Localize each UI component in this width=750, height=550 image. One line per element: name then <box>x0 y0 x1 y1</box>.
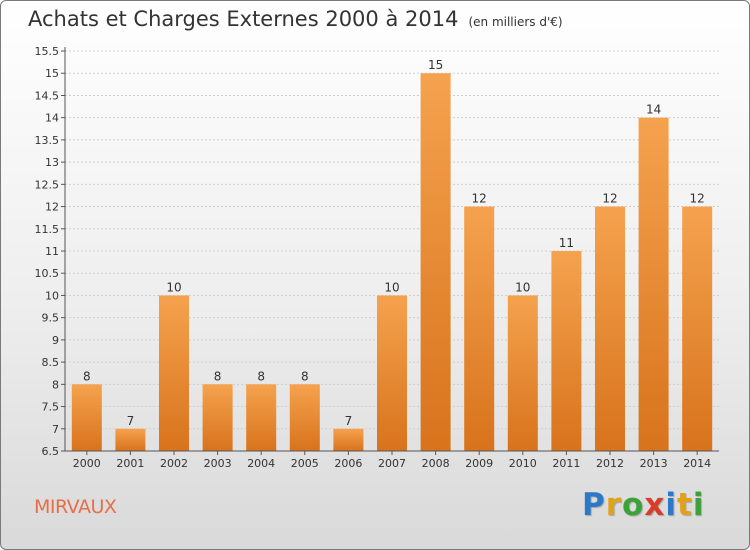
bar <box>71 384 102 451</box>
logo-letter: i <box>665 487 677 523</box>
y-tick-label: 12.5 <box>35 178 60 191</box>
bar <box>159 295 189 451</box>
y-tick-label: 11.5 <box>35 223 60 236</box>
logo-letter: x <box>644 487 666 523</box>
x-tick-label: 2004 <box>247 457 275 470</box>
data-label: 10 <box>515 280 530 294</box>
x-tick-label: 2002 <box>160 457 188 470</box>
data-label: 7 <box>127 414 135 428</box>
data-label: 10 <box>384 280 399 294</box>
x-tick-label: 2009 <box>465 457 493 470</box>
data-label: 14 <box>646 103 661 117</box>
proxiti-logo[interactable]: Proxiti <box>582 487 704 523</box>
logo-letter: t <box>676 487 693 523</box>
x-tick-label: 2006 <box>334 457 362 470</box>
y-tick-label: 10 <box>45 289 59 302</box>
y-tick-label: 9 <box>52 334 59 347</box>
y-tick-label: 10.5 <box>35 267 60 280</box>
bar <box>333 428 364 451</box>
logo-letter: i <box>692 487 705 523</box>
x-tick-label: 2012 <box>596 457 624 470</box>
data-label: 8 <box>257 369 265 383</box>
bars: 8 7 10 8 8 8 7 10 15 12 10 11 12 14 12 <box>71 58 713 452</box>
bar <box>595 206 625 451</box>
y-tick-label: 9.5 <box>42 312 60 325</box>
x-tick-label: 2008 <box>422 457 450 470</box>
unit-subtitle: (en milliers d'€) <box>468 15 563 29</box>
data-label: 12 <box>472 192 487 206</box>
bar <box>638 117 669 452</box>
logo-letter: P <box>582 487 606 523</box>
data-label: 11 <box>559 236 574 250</box>
y-tick-label: 14.5 <box>35 89 60 102</box>
data-label: 10 <box>166 280 181 294</box>
title-text: Achats et Charges Externes 2000 à 2014 <box>28 7 459 31</box>
bar <box>551 251 582 451</box>
logo-letter: r <box>605 487 623 523</box>
bar <box>377 295 407 451</box>
y-tick-label: 12 <box>45 201 59 214</box>
chart-title: Achats et Charges Externes 2000 à 2014 (e… <box>28 7 563 31</box>
x-tick-label: 2010 <box>509 457 537 470</box>
x-tick-label: 2005 <box>291 457 319 470</box>
data-label: 8 <box>83 369 91 383</box>
y-tick-label: 14 <box>45 112 59 125</box>
y-tick-label: 7.5 <box>42 401 60 414</box>
bar <box>289 384 320 451</box>
data-label: 15 <box>428 58 443 72</box>
bar <box>420 73 451 451</box>
data-label: 8 <box>301 369 309 383</box>
y-tick-label: 15.5 <box>35 45 60 58</box>
data-label: 12 <box>602 192 617 206</box>
x-tick-label: 2000 <box>73 457 101 470</box>
commune-name: MIRVAUX <box>34 496 117 518</box>
x-axis: 2000 2001 2002 2003 2004 2005 2006 2007 2008 2009… <box>65 450 719 470</box>
data-label: 7 <box>345 414 353 428</box>
x-tick-label: 2011 <box>552 457 580 470</box>
y-tick-label: 15 <box>45 67 59 80</box>
bar <box>202 384 233 451</box>
y-tick-label: 13 <box>45 156 59 169</box>
y-tick-label: 8.5 <box>42 356 60 369</box>
y-tick-label: 8 <box>52 378 59 391</box>
data-label: 12 <box>690 192 705 206</box>
data-label: 8 <box>214 369 222 383</box>
y-tick-label: 11 <box>45 245 59 258</box>
x-tick-label: 2007 <box>378 457 406 470</box>
y-tick-label: 7 <box>52 423 59 436</box>
bar <box>682 206 713 451</box>
y-tick-label: 6.5 <box>42 445 60 458</box>
bar <box>507 295 538 451</box>
y-axis: 6.5 7 7.5 8 8.5 9 9.5 10 10.5 11 11.5 12 12.5 13 13.5 1… <box>35 45 66 458</box>
logo-letter: o <box>622 487 645 523</box>
bar <box>464 206 495 451</box>
x-tick-label: 2014 <box>683 457 711 470</box>
x-tick-label: 2001 <box>116 457 144 470</box>
bar <box>115 428 146 451</box>
x-tick-label: 2003 <box>204 457 232 470</box>
y-tick-label: 13.5 <box>35 134 60 147</box>
bar <box>246 384 277 451</box>
x-tick-label: 2013 <box>640 457 668 470</box>
